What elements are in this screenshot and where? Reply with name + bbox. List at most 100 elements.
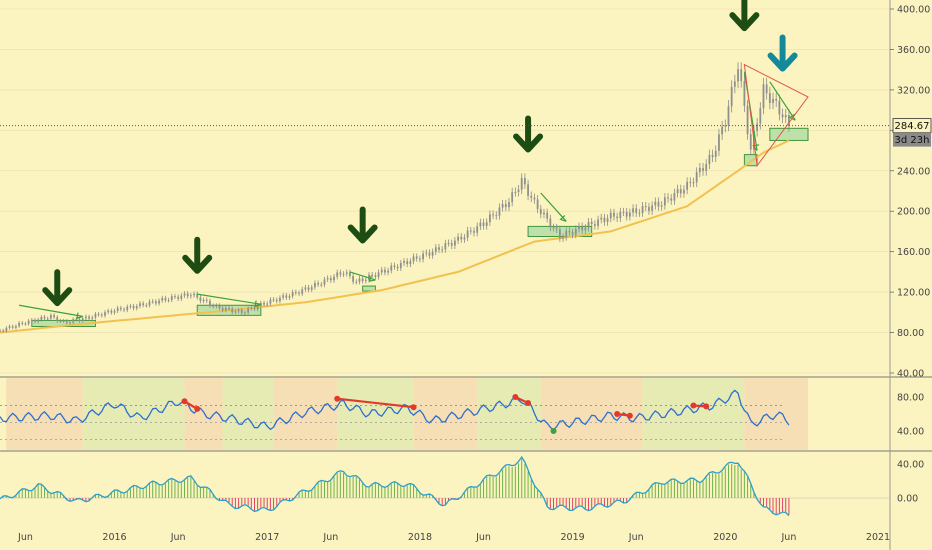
candle-body bbox=[587, 221, 590, 228]
candle-body bbox=[161, 297, 164, 301]
candle-body bbox=[501, 204, 504, 208]
candle-body bbox=[613, 212, 615, 217]
price-tick-label: 360.00 bbox=[897, 45, 930, 56]
rsi-divergence-point bbox=[525, 399, 532, 406]
candle-body bbox=[132, 305, 135, 309]
trend-arrow bbox=[18, 304, 83, 317]
candle-body bbox=[765, 84, 768, 94]
candle-body bbox=[536, 199, 539, 209]
candle-body bbox=[368, 274, 370, 280]
candle-body bbox=[781, 114, 784, 118]
candle-body bbox=[253, 307, 256, 310]
candle-body bbox=[288, 296, 291, 298]
candle-body bbox=[364, 279, 367, 281]
candle-body bbox=[113, 310, 116, 313]
candle-body bbox=[104, 312, 106, 316]
candle-body bbox=[212, 305, 215, 307]
candle-body bbox=[447, 242, 450, 244]
rsi-band bbox=[413, 378, 478, 450]
candle-body bbox=[390, 265, 393, 271]
candle-body bbox=[123, 309, 125, 311]
candle-body bbox=[345, 272, 348, 274]
candle-body bbox=[167, 299, 170, 301]
rsi-divergence-point bbox=[703, 403, 710, 410]
candle-body bbox=[581, 226, 584, 231]
candle-body bbox=[221, 308, 224, 311]
candle-body bbox=[269, 299, 272, 304]
rsi-axis: 80.00 40.00 bbox=[897, 393, 924, 438]
candle-body bbox=[339, 272, 342, 275]
candle-body bbox=[196, 293, 199, 298]
candle-body bbox=[622, 211, 625, 213]
candle-body bbox=[593, 224, 596, 226]
candle-body bbox=[361, 278, 364, 281]
price-tick-label: 200.00 bbox=[897, 207, 930, 218]
candle-body bbox=[571, 232, 574, 235]
candle-body bbox=[721, 126, 724, 135]
candle-body bbox=[224, 307, 227, 311]
trend-arrows bbox=[18, 71, 796, 320]
candle-body bbox=[711, 154, 714, 157]
macd-line bbox=[0, 455, 790, 517]
candle-body bbox=[107, 310, 110, 313]
macd-pane bbox=[0, 455, 890, 517]
candle-body bbox=[282, 295, 285, 298]
candle-body bbox=[657, 201, 660, 207]
candle-body bbox=[504, 204, 507, 208]
countdown-text: 3d 23h bbox=[895, 135, 930, 146]
candle-body bbox=[673, 193, 676, 201]
candle-body bbox=[772, 98, 774, 104]
candle-body bbox=[651, 205, 654, 211]
candle-body bbox=[654, 201, 657, 206]
time-tick-label: 2016 bbox=[102, 532, 126, 543]
candle-body bbox=[8, 326, 11, 328]
candle-body bbox=[154, 301, 157, 304]
candle-body bbox=[342, 273, 345, 275]
candle-body bbox=[431, 251, 434, 256]
candle-body bbox=[78, 319, 81, 321]
time-tick-label: 2018 bbox=[408, 532, 432, 543]
price-tick-label: 160.00 bbox=[897, 247, 930, 258]
candle-body bbox=[746, 105, 749, 135]
candle-body bbox=[603, 217, 606, 222]
trend-arrow bbox=[540, 192, 567, 222]
trend-arrow-head bbox=[788, 113, 796, 121]
candle-body bbox=[546, 212, 549, 219]
candle-body bbox=[784, 114, 787, 118]
candle-body bbox=[702, 167, 704, 171]
candle-body bbox=[148, 301, 151, 306]
candle-body bbox=[705, 164, 708, 171]
candle-body bbox=[523, 178, 526, 185]
rsi-divergence-point bbox=[512, 394, 519, 400]
candle-body bbox=[492, 214, 494, 216]
time-tick-label: 2021 bbox=[866, 532, 890, 543]
candle-body bbox=[609, 212, 612, 219]
candle-body bbox=[62, 320, 65, 322]
candle-body bbox=[778, 100, 781, 115]
candle-body bbox=[788, 114, 790, 126]
candle-body bbox=[355, 281, 358, 283]
candle-body bbox=[202, 299, 205, 302]
candle-body bbox=[56, 317, 59, 322]
candle-body bbox=[756, 123, 759, 131]
candle-body bbox=[683, 189, 685, 194]
candle-body bbox=[555, 227, 558, 230]
candle-body bbox=[460, 236, 463, 240]
candle-body bbox=[129, 305, 132, 307]
rsi-band bbox=[184, 378, 223, 450]
candle-body bbox=[317, 282, 320, 285]
rsi-divergence-point bbox=[690, 402, 697, 409]
candle-body bbox=[628, 212, 631, 217]
time-axis: Jun 2016 Jun 2017 Jun 2018 Jun 2019 Jun 2020 Jun 20… bbox=[17, 532, 890, 543]
candle-body bbox=[743, 81, 746, 106]
candle-body bbox=[240, 309, 243, 314]
candle-body bbox=[670, 198, 673, 201]
candle-body bbox=[422, 253, 424, 260]
candle-body bbox=[412, 256, 415, 262]
candle-body bbox=[648, 207, 650, 211]
candle-body bbox=[590, 221, 593, 225]
trend-arrow-head bbox=[254, 300, 262, 308]
down-arrow-head bbox=[513, 133, 544, 153]
candle-body bbox=[374, 275, 377, 277]
